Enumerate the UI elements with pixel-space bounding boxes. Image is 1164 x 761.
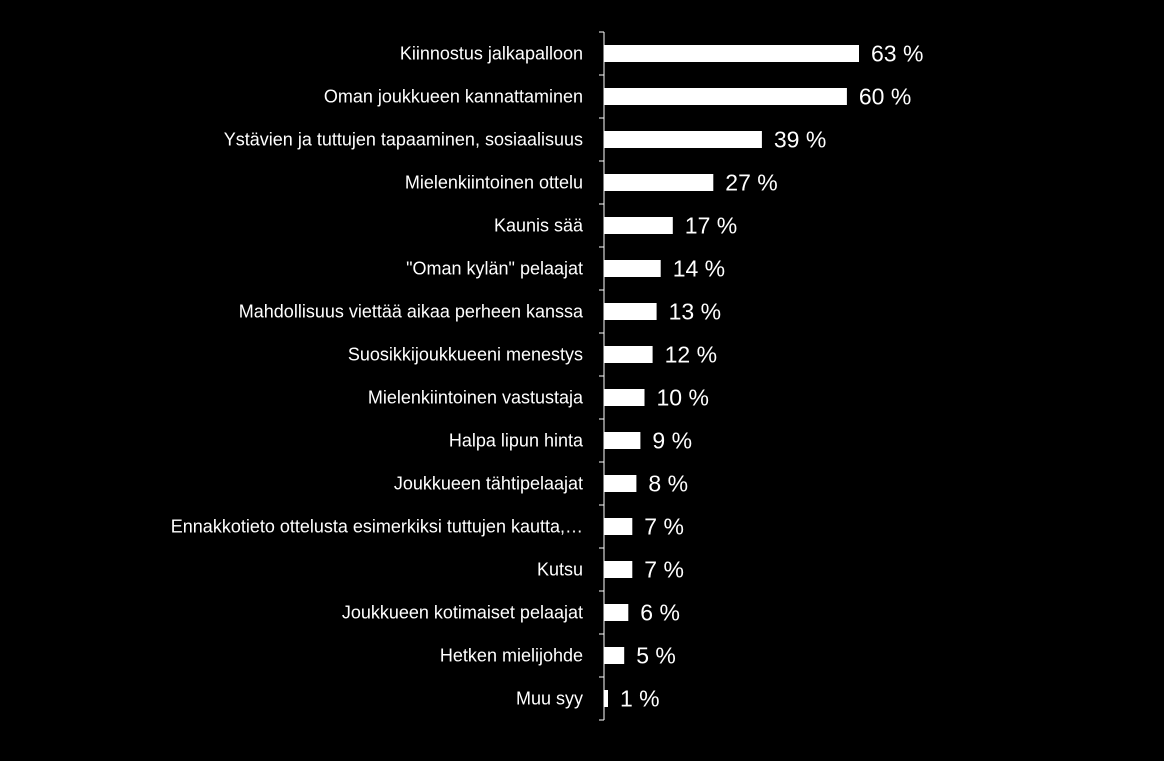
bar: [604, 389, 645, 406]
data-label: 7 %: [644, 557, 684, 583]
bar: [604, 346, 653, 363]
bar: [604, 690, 608, 707]
bar: [604, 475, 637, 492]
bar: [604, 604, 629, 621]
bar: [604, 217, 673, 234]
bar: [604, 647, 625, 664]
data-label: 63 %: [871, 41, 923, 67]
category-label: Kutsu: [537, 560, 583, 580]
bar: [604, 432, 641, 449]
category-label: Ystävien ja tuttujen tapaaminen, sosiaal…: [224, 130, 583, 150]
bar: [604, 131, 762, 148]
data-label: 14 %: [673, 256, 725, 282]
data-label: 12 %: [665, 342, 717, 368]
data-label: 7 %: [644, 514, 684, 540]
bar: [604, 561, 633, 578]
category-label: Oman joukkueen kannattaminen: [324, 87, 583, 107]
data-label: 60 %: [859, 84, 911, 110]
data-label: 27 %: [725, 170, 777, 196]
category-label: Suosikkijoukkueeni menestys: [348, 345, 583, 365]
bars-layer: [604, 45, 859, 707]
category-label: Kaunis sää: [494, 216, 584, 236]
category-label: Joukkueen kotimaiset pelaajat: [342, 603, 583, 623]
data-label: 1 %: [620, 686, 660, 712]
data-label: 5 %: [636, 643, 676, 669]
data-label: 6 %: [640, 600, 680, 626]
data-label: 17 %: [685, 213, 737, 239]
category-label: Kiinnostus jalkapalloon: [400, 44, 583, 64]
category-label: Mielenkiintoinen vastustaja: [368, 388, 584, 408]
data-label: 39 %: [774, 127, 826, 153]
data-label: 9 %: [652, 428, 692, 454]
bar: [604, 88, 847, 105]
data-label: 10 %: [657, 385, 709, 411]
bar: [604, 174, 714, 191]
data-label: 8 %: [648, 471, 688, 497]
data-label: 13 %: [669, 299, 721, 325]
category-label: Muu syy: [516, 689, 583, 709]
category-label: Mahdollisuus viettää aikaa perheen kanss…: [239, 302, 584, 322]
category-label: Halpa lipun hinta: [449, 431, 584, 451]
category-label: Ennakkotieto ottelusta esimerkiksi tuttu…: [171, 517, 583, 537]
category-label: Hetken mielijohde: [440, 646, 583, 666]
category-label: "Oman kylän" pelaajat: [406, 259, 583, 279]
category-label: Joukkueen tähtipelaajat: [394, 474, 583, 494]
bar: [604, 45, 859, 62]
bar: [604, 303, 657, 320]
bar: [604, 518, 633, 535]
labels-layer: Kiinnostus jalkapalloon 63 % Oman joukkuee…: [171, 41, 924, 712]
bar: [604, 260, 661, 277]
category-label: Mielenkiintoinen ottelu: [405, 173, 583, 193]
axis-layer: [599, 31, 605, 721]
